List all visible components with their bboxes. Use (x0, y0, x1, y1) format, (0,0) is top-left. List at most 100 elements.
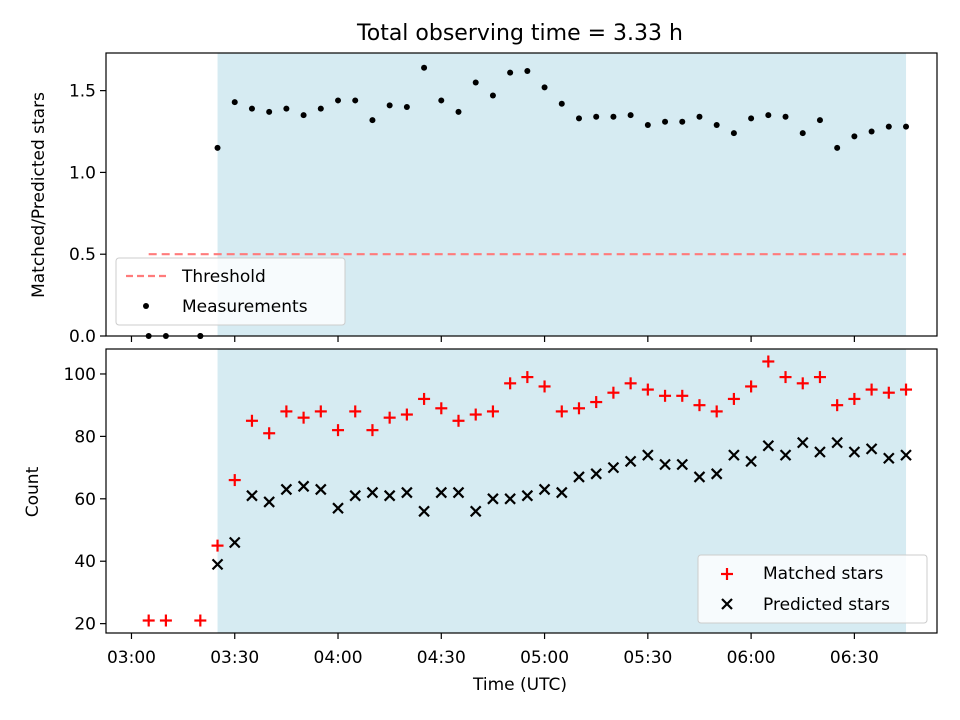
top-panel: 0.0 0.5 1.0 1.5 Matched/Predicted stars Thr… (29, 52, 938, 347)
legend-measurements-swatch (143, 303, 149, 309)
matched-star-marker (400, 408, 413, 421)
measurement-point (558, 100, 565, 107)
matched-star-marker (676, 389, 689, 402)
measurement-point (248, 105, 255, 112)
predicted-star-marker (779, 449, 792, 461)
matched-star-marker (762, 355, 775, 368)
matched-star-marker (159, 614, 172, 627)
predicted-star-marker (280, 483, 293, 496)
predicted-star-marker (228, 536, 241, 549)
matched-star-marker (211, 539, 224, 552)
matched-star-marker (779, 371, 792, 384)
measurement-point (627, 112, 634, 119)
predicted-star-marker (349, 489, 362, 502)
predicted-star-marker (762, 439, 775, 452)
predicted-star-marker (366, 486, 379, 499)
y-tick-label: 0.0 (69, 327, 96, 347)
matched-star-marker (263, 427, 276, 440)
y-tick-label: 1.0 (69, 163, 96, 183)
predicted-star-marker (676, 458, 689, 471)
predicted-star-marker (710, 468, 723, 480)
y-tick-label: 60 (74, 490, 96, 510)
measurement-point (782, 113, 789, 120)
matched-star-marker (796, 377, 809, 390)
y-tick-label: 0.5 (69, 245, 96, 265)
bottom-x-ticks: 03:00 03:30 04:00 04:30 05:00 05:30 06:00 06:30 (107, 633, 879, 668)
predicted-star-marker (383, 489, 396, 502)
matched-star-marker (418, 392, 431, 405)
matched-star-marker (607, 386, 620, 399)
x-tick-label: 04:30 (417, 648, 466, 668)
measurement-point (765, 112, 772, 119)
matched-star-marker (831, 399, 844, 412)
measurement-point (283, 105, 290, 112)
measurement-point (352, 97, 359, 104)
predicted-star-marker (814, 446, 826, 458)
predicted-star-marker (624, 455, 637, 468)
chart-title: Total observing time = 3.33 h (356, 21, 683, 46)
measurement-point (386, 102, 393, 109)
x-tick-label: 06:00 (727, 648, 776, 668)
predicted-star-marker (693, 471, 706, 483)
measurement-point (610, 113, 617, 120)
predicted-star-marker (848, 446, 861, 458)
matched-star-marker (659, 389, 672, 402)
measurement-point (507, 69, 514, 76)
measurement-point (748, 115, 755, 122)
matched-star-marker (469, 408, 482, 421)
top-legend: Threshold Measurements (115, 257, 346, 326)
measurement-point (438, 97, 445, 104)
matched-star-marker (882, 386, 895, 399)
measurement-point (369, 117, 376, 124)
measurement-point (455, 108, 462, 115)
matched-star-marker (383, 411, 396, 424)
measurement-point (834, 144, 841, 151)
measurement-point (472, 79, 479, 86)
matched-star-marker (710, 405, 723, 418)
legend-threshold-label: Threshold (181, 267, 266, 287)
top-plot-frame (105, 52, 938, 337)
predicted-star-marker (315, 483, 327, 496)
matched-star-marker (297, 411, 310, 424)
matched-star-marker (624, 377, 637, 390)
x-axis-label: Time (UTC) (472, 675, 567, 695)
y-tick-label: 40 (74, 552, 96, 572)
matched-star-marker (555, 405, 568, 418)
legend-matched-label: Matched stars (763, 564, 883, 584)
predicted-star-marker (246, 489, 258, 502)
matched-star-marker (641, 383, 654, 396)
matched-star-marker (435, 402, 448, 415)
count-points (142, 355, 913, 627)
predicted-star-marker (573, 471, 585, 483)
matched-star-marker (504, 377, 517, 390)
x-tick-label: 06:30 (830, 648, 879, 668)
y-tick-label: 100 (64, 365, 96, 385)
measurement-point (214, 144, 221, 151)
matched-star-marker (900, 383, 913, 396)
predicted-star-marker (831, 436, 843, 449)
top-x-ticks (130, 336, 855, 342)
measurement-point (662, 118, 669, 125)
predicted-star-marker (297, 480, 310, 493)
predicted-star-marker (401, 486, 413, 499)
measurement-point (489, 92, 496, 99)
measurement-point (300, 112, 307, 119)
matched-star-marker (280, 405, 293, 418)
measurement-point (885, 123, 892, 130)
measurement-point (575, 115, 582, 122)
predicted-star-marker (487, 493, 499, 505)
predicted-star-marker (865, 443, 878, 455)
matched-star-marker (228, 474, 241, 487)
matched-star-marker (727, 392, 740, 405)
legend-predicted-swatch (721, 598, 733, 610)
matched-star-marker (245, 414, 258, 427)
matched-star-marker (590, 396, 603, 409)
measurement-point (266, 108, 273, 115)
predicted-star-marker (504, 493, 516, 505)
measurement-point (679, 118, 686, 125)
measurement-point (335, 97, 342, 104)
bottom-plot-frame (105, 348, 938, 634)
matched-star-marker (194, 614, 207, 627)
matched-star-marker (486, 405, 499, 418)
